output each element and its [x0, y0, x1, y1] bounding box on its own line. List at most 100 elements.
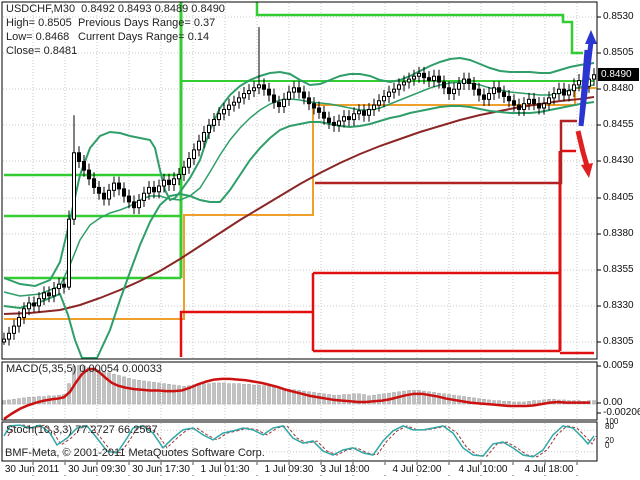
- candle-body: [12, 325, 16, 334]
- macd-hist-bar: [357, 393, 361, 405]
- candle-body: [487, 93, 491, 100]
- candle-body: [247, 90, 251, 95]
- macd-hist-bar: [82, 365, 86, 405]
- candle-body: [162, 179, 166, 187]
- macd-hist-bar: [167, 384, 171, 405]
- panel-border: [1, 421, 598, 462]
- macd-hist-bar: [62, 394, 66, 405]
- candle-body: [62, 283, 66, 288]
- macd-hist-bar: [172, 384, 176, 405]
- macd-hist-bar: [527, 401, 531, 405]
- macd-hist-bar: [162, 383, 166, 405]
- time-axis-label: 4 Jul 18:00: [524, 464, 574, 475]
- macd-hist-bar: [497, 400, 501, 405]
- candle-body: [317, 107, 321, 113]
- candle-body: [102, 192, 106, 200]
- macd-hist-bar: [107, 372, 111, 405]
- candle-body: [152, 186, 156, 193]
- candle-body: [452, 88, 456, 95]
- candle-body: [592, 74, 596, 80]
- macd-hist-bar: [192, 384, 196, 405]
- candle-body: [512, 100, 516, 106]
- macd-hist-bar: [517, 401, 521, 405]
- time-axis-label: 4 Jul 10:00: [458, 464, 508, 475]
- macd-hist-bar: [407, 390, 411, 405]
- macd-hist-bar: [342, 394, 346, 405]
- macd-hist-bar: [367, 395, 371, 405]
- stoch-axis-label: 20: [605, 436, 614, 445]
- candle-body: [272, 94, 276, 103]
- candle-body: [182, 166, 186, 175]
- macd-axis-label: 0.0059: [603, 360, 634, 371]
- macd-axis-label: 0.00: [603, 397, 623, 408]
- macd-hist-bar: [402, 390, 406, 405]
- chart-close: Close= 0.8481: [6, 45, 78, 57]
- candle-body: [92, 178, 96, 188]
- candle-body: [287, 91, 291, 100]
- price-axis-label: 0.8430: [603, 155, 634, 166]
- candle-body: [117, 182, 121, 190]
- panel-border: [1, 361, 598, 421]
- macd-hist-bar: [127, 377, 131, 405]
- blue-arrowhead: [585, 30, 597, 44]
- bb-upper: [3, 56, 595, 288]
- candle-body: [202, 132, 206, 142]
- candle-body: [47, 292, 51, 297]
- macd-hist-bar: [297, 390, 301, 405]
- macd-hist-bar: [202, 383, 206, 405]
- price-axis-label: 0.8305: [603, 336, 634, 347]
- bb-middle: [3, 81, 595, 297]
- candle-body: [57, 283, 61, 290]
- candle-body: [447, 87, 451, 95]
- candle-body: [32, 302, 36, 307]
- macd-hist-bar: [307, 391, 311, 405]
- red-arrow: [575, 130, 590, 167]
- macd-hist-bar: [117, 375, 121, 405]
- macd-hist-bar: [352, 393, 356, 405]
- macd-hist-bar: [152, 382, 156, 405]
- candle-body: [557, 88, 561, 95]
- copyright-text: BMF-Meta, © 2001-2011 MetaQuotes Softwar…: [5, 447, 265, 459]
- candle-body: [362, 110, 366, 116]
- candle-body: [282, 98, 286, 108]
- stoch-d-line: [7, 424, 597, 458]
- stoch-label: Stoch(10,3,3) 77.2727 66.2567: [6, 424, 158, 436]
- candle-body: [177, 173, 181, 180]
- candle-body: [307, 97, 311, 105]
- macd-hist-bar: [507, 401, 511, 405]
- macd-hist-bar: [257, 384, 261, 405]
- candle-body: [542, 103, 546, 109]
- macd-hist-bar: [7, 399, 11, 405]
- prev-days-range: Previous Days Range= 0.37: [78, 17, 216, 29]
- candle-body: [77, 152, 81, 162]
- candle-body: [27, 302, 31, 310]
- time-axis-label: 3 Jul 18:00: [320, 464, 370, 475]
- candle-body: [312, 103, 316, 109]
- candle-body: [187, 158, 191, 168]
- candle-body: [492, 87, 496, 95]
- candle-body: [262, 84, 266, 90]
- macd-hist-bar: [232, 383, 236, 405]
- candle-body: [352, 113, 356, 121]
- chart-low: Low= 0.8468: [6, 31, 70, 43]
- candle-body: [442, 81, 446, 89]
- macd-hist-bar: [272, 386, 276, 405]
- macd-hist-bar: [147, 381, 151, 405]
- macd-hist-bar: [12, 399, 16, 405]
- candle-body: [322, 111, 326, 119]
- candle-body: [397, 84, 401, 90]
- macd-hist-bar: [122, 376, 126, 405]
- price-axis-label: 0.8455: [603, 119, 634, 130]
- price-axis-label: 0.8330: [603, 300, 634, 311]
- candle-body: [552, 93, 556, 99]
- macd-hist-bar: [242, 384, 246, 405]
- macd-hist-bar: [77, 365, 81, 405]
- macd-hist-bar: [132, 379, 136, 405]
- macd-hist-bar: [102, 371, 106, 405]
- candle-body: [112, 182, 116, 191]
- macd-hist-bar: [2, 400, 6, 405]
- candle-body: [382, 95, 386, 102]
- candle-body: [422, 72, 426, 79]
